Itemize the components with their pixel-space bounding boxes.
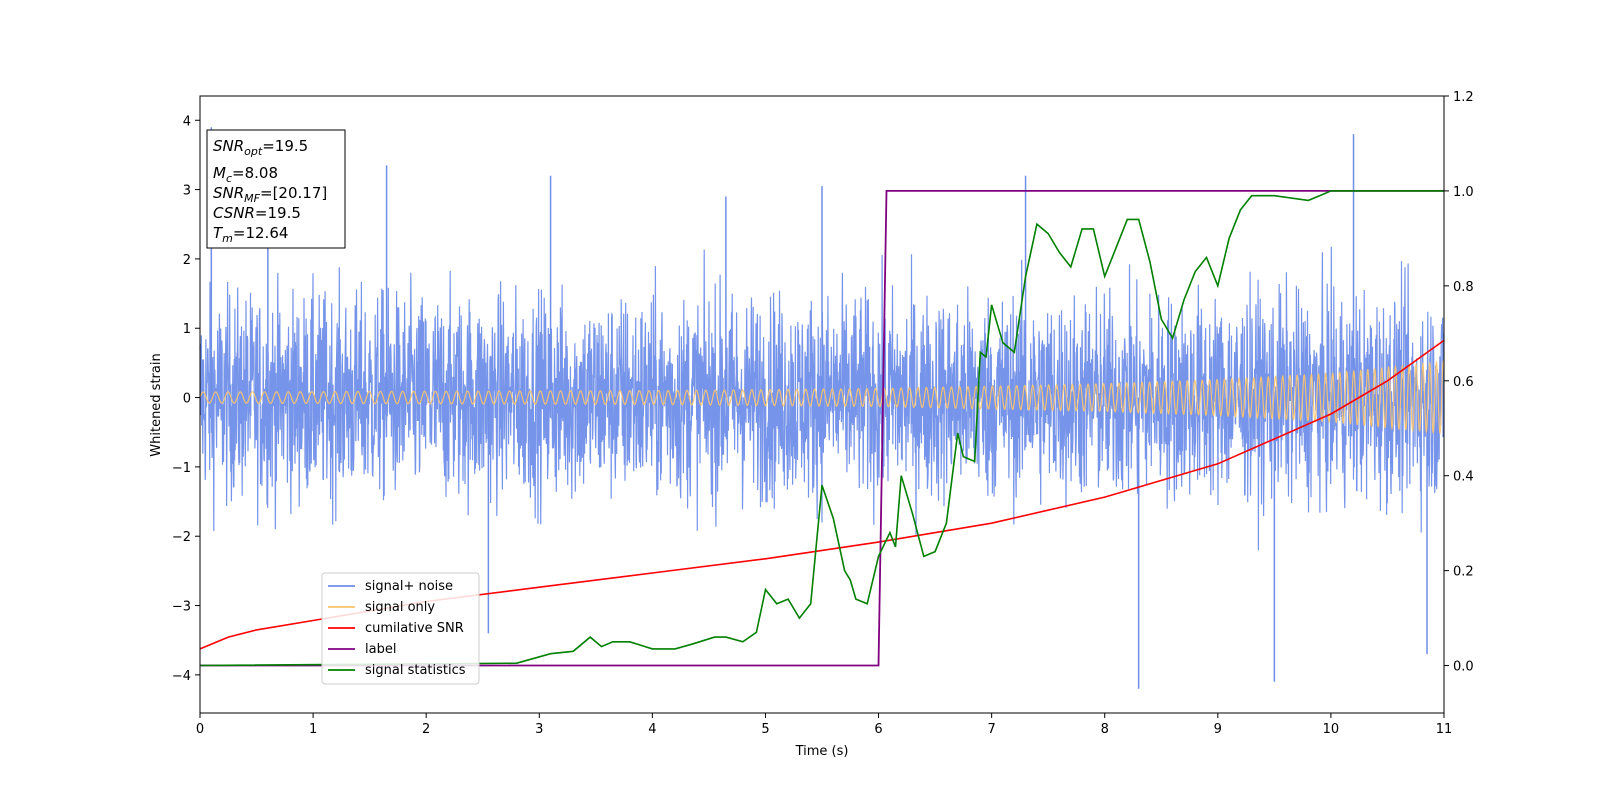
x-tick-label: 5 <box>761 722 769 737</box>
y-right-tick-label: 1.2 <box>1453 90 1474 105</box>
annotation-csnr: CSNR=19.5 <box>213 204 301 222</box>
axes-layer <box>199 95 1445 714</box>
y-tick-label: −3 <box>172 600 191 615</box>
y-tick-label: 4 <box>183 114 191 129</box>
ticks-layer: 0 1 2 3 4 5 6 7 8 9 10 1143210−1−2−3−41.21.00.80.60… <box>172 90 1474 737</box>
y-axis-label: Whitened strain <box>149 353 164 456</box>
y-tick-label: 0 <box>183 392 191 407</box>
y-right-tick-label: 0.0 <box>1453 660 1474 675</box>
x-tick-label: 6 <box>874 722 882 737</box>
x-tick-label: 3 <box>535 722 543 737</box>
x-tick-label: 9 <box>1214 722 1222 737</box>
y-tick-label: 3 <box>183 184 191 199</box>
plot-frame <box>199 95 1445 714</box>
plot-layer <box>199 127 1445 689</box>
annotation-snr-mf: SNRMF=[20.17] <box>213 184 327 205</box>
x-tick-label: 4 <box>648 722 656 737</box>
x-tick-label: 11 <box>1436 722 1453 737</box>
legend-label: signal only <box>365 600 435 615</box>
annotation-tm: Tm=12.64 <box>213 224 288 245</box>
y-right-tick-label: 0.6 <box>1453 375 1474 390</box>
y-tick-label: −2 <box>172 530 191 545</box>
y-right-tick-label: 0.2 <box>1453 565 1474 580</box>
legend-label: signal statistics <box>365 663 466 678</box>
x-tick-label: 10 <box>1323 722 1340 737</box>
y-right-tick-label: 0.4 <box>1453 470 1474 485</box>
y-right-tick-label: 0.8 <box>1453 280 1474 295</box>
annotation-frame <box>206 129 346 249</box>
y-right-tick-label: 1.0 <box>1453 185 1474 200</box>
series-label <box>200 190 1444 667</box>
legend-label: label <box>365 642 396 657</box>
x-tick-label: 7 <box>987 722 995 737</box>
series-cumilative-snr <box>199 339 1445 650</box>
series-signal-statistics <box>199 190 1444 667</box>
y-tick-label: 1 <box>183 322 191 337</box>
annotation-snr-opt: SNRopt=19.5 <box>213 137 308 158</box>
legend-frame <box>321 572 480 685</box>
y-tick-label: 2 <box>183 253 191 268</box>
x-tick-label: 8 <box>1101 722 1109 737</box>
legend: signal+ noise signal only cumilative SNR la… <box>321 572 480 685</box>
legend-label: signal+ noise <box>365 579 453 594</box>
x-tick-label: 1 <box>309 722 317 737</box>
x-axis-label: Time (s) <box>795 744 849 759</box>
annotation-mc: Mc=8.08 <box>213 164 278 185</box>
x-tick-label: 2 <box>422 722 430 737</box>
y-tick-label: −1 <box>172 461 191 476</box>
x-tick-label: 0 <box>196 722 204 737</box>
series-signal-noise-trace <box>199 246 1445 551</box>
series-signal-only <box>199 359 1445 435</box>
y-tick-label: −4 <box>172 669 191 684</box>
annotation-box: SNRopt=19.5 Mc=8.08 SNRMF=[20.17] CSNR=1… <box>206 129 346 249</box>
legend-label: cumilative SNR <box>365 621 464 636</box>
